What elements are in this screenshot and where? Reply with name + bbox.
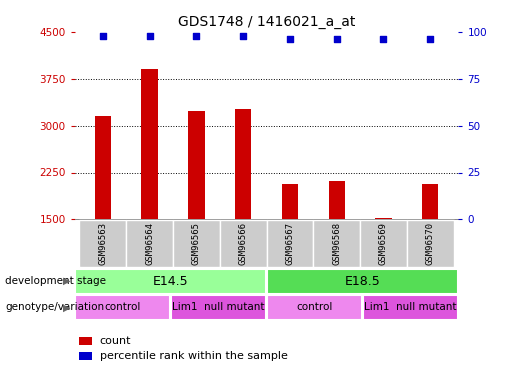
FancyBboxPatch shape [220,220,267,267]
FancyBboxPatch shape [363,295,458,320]
Text: Lim1  null mutant: Lim1 null mutant [364,303,457,312]
Text: GSM96568: GSM96568 [332,222,341,265]
FancyBboxPatch shape [75,268,266,294]
Point [239,33,247,39]
FancyBboxPatch shape [313,220,360,267]
FancyBboxPatch shape [79,220,126,267]
FancyBboxPatch shape [126,220,173,267]
Text: ▶: ▶ [63,303,71,312]
Point [145,33,153,39]
Text: E14.5: E14.5 [153,275,188,288]
Text: GSM96565: GSM96565 [192,222,201,265]
FancyBboxPatch shape [171,295,266,320]
Point [333,36,341,42]
Text: E18.5: E18.5 [345,275,380,288]
Text: GSM96566: GSM96566 [238,222,248,265]
Text: genotype/variation: genotype/variation [5,303,104,312]
Point [99,33,107,39]
Text: control: control [296,303,333,312]
Text: Lim1  null mutant: Lim1 null mutant [173,303,265,312]
FancyBboxPatch shape [360,220,407,267]
Text: GSM96569: GSM96569 [379,222,388,265]
Point [380,36,388,42]
Text: GSM96570: GSM96570 [426,222,435,265]
Bar [95,116,111,219]
Bar [329,181,345,219]
Bar [235,110,251,219]
Text: GSM96564: GSM96564 [145,222,154,265]
Point [192,33,200,39]
Point [286,36,294,42]
FancyBboxPatch shape [267,220,313,267]
Bar [282,184,298,219]
Text: percentile rank within the sample: percentile rank within the sample [99,351,287,361]
Text: GSM96563: GSM96563 [98,222,107,265]
Point [426,36,434,42]
Text: ▶: ▶ [63,276,71,286]
Text: count: count [99,336,131,346]
FancyBboxPatch shape [75,295,170,320]
Bar [78,352,92,360]
FancyBboxPatch shape [267,295,362,320]
Bar [422,184,438,219]
Bar [188,111,204,219]
Bar [375,218,392,219]
Text: development stage: development stage [5,276,106,286]
FancyBboxPatch shape [407,220,454,267]
Title: GDS1748 / 1416021_a_at: GDS1748 / 1416021_a_at [178,15,355,30]
Text: control: control [105,303,141,312]
Bar [78,337,92,345]
FancyBboxPatch shape [173,220,220,267]
FancyBboxPatch shape [267,268,458,294]
Bar [141,69,158,219]
Text: GSM96567: GSM96567 [285,222,295,265]
